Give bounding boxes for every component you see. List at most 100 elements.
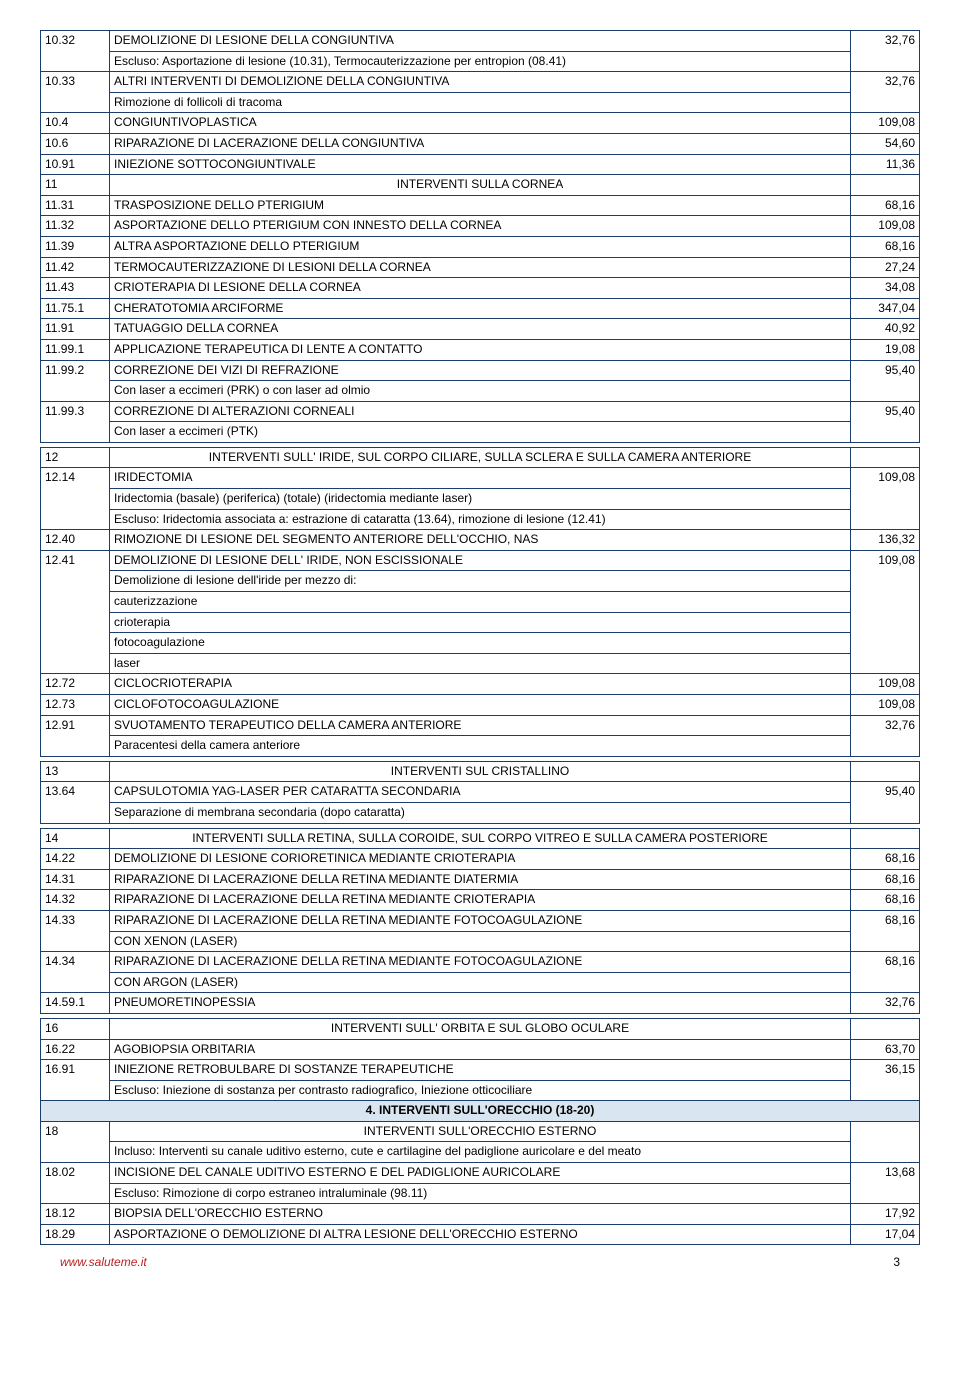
value-cell: 68,16	[851, 849, 920, 870]
footer-url: www.saluteme.it	[60, 1255, 147, 1269]
value-cell	[851, 1121, 920, 1162]
desc-cell: ALTRI INTERVENTI DI DEMOLIZIONE DELLA CO…	[110, 72, 851, 93]
code-cell: 11.32	[41, 216, 110, 237]
code-cell: 10.32	[41, 31, 110, 72]
code-cell: 12.14	[41, 468, 110, 530]
desc-cell: CORREZIONE DEI VIZI DI REFRAZIONE	[110, 360, 851, 381]
desc-cell: DEMOLIZIONE DI LESIONE DELL' IRIDE, NON …	[110, 550, 851, 571]
desc-cell: PNEUMORETINOPESSIA	[110, 993, 851, 1014]
value-cell: 68,16	[851, 910, 920, 951]
value-cell: 109,08	[851, 468, 920, 530]
footer-page: 3	[893, 1255, 920, 1269]
desc-cell: RIPARAZIONE DI LACERAZIONE DELLA RETINA …	[110, 952, 851, 973]
code-cell: 14.59.1	[41, 993, 110, 1014]
value-cell: 40,92	[851, 319, 920, 340]
desc-cell: laser	[110, 653, 851, 674]
code-cell: 11.42	[41, 257, 110, 278]
code-cell: 11.31	[41, 195, 110, 216]
desc-cell: INTERVENTI SULLA RETINA, SULLA COROIDE, …	[110, 828, 851, 849]
value-cell: 17,92	[851, 1204, 920, 1225]
value-cell: 68,16	[851, 952, 920, 993]
desc-cell: INTERVENTI SUL CRISTALLINO	[110, 761, 851, 782]
value-cell: 36,15	[851, 1060, 920, 1101]
value-cell: 95,40	[851, 782, 920, 823]
value-cell: 34,08	[851, 278, 920, 299]
value-cell	[851, 828, 920, 849]
desc-cell: INIEZIONE RETROBULBARE DI SOSTANZE TERAP…	[110, 1060, 851, 1081]
desc-cell: CHERATOTOMIA ARCIFORME	[110, 298, 851, 319]
code-cell: 12.73	[41, 695, 110, 716]
value-cell: 54,60	[851, 133, 920, 154]
value-cell: 347,04	[851, 298, 920, 319]
code-cell: 11.43	[41, 278, 110, 299]
desc-cell: INTERVENTI SULL' IRIDE, SUL CORPO CILIAR…	[110, 447, 851, 468]
desc-cell: TERMOCAUTERIZZAZIONE DI LESIONI DELLA CO…	[110, 257, 851, 278]
value-cell	[851, 1018, 920, 1039]
desc-cell: CORREZIONE DI ALTERAZIONI CORNEALI	[110, 401, 851, 422]
desc-cell: SVUOTAMENTO TERAPEUTICO DELLA CAMERA ANT…	[110, 715, 851, 736]
code-cell: 14.33	[41, 910, 110, 951]
code-cell: 11.99.2	[41, 360, 110, 401]
desc-cell: INIEZIONE SOTTOCONGIUNTIVALE	[110, 154, 851, 175]
desc-cell: Paracentesi della camera anteriore	[110, 736, 851, 757]
desc-cell: CICLOCRIOTERAPIA	[110, 674, 851, 695]
desc-cell: RIPARAZIONE DI LACERAZIONE DELLA RETINA …	[110, 869, 851, 890]
value-cell: 13,68	[851, 1163, 920, 1204]
code-cell: 14.34	[41, 952, 110, 993]
desc-cell: Demolizione di lesione dell'iride per me…	[110, 571, 851, 592]
code-cell: 16	[41, 1018, 110, 1039]
code-cell: 10.91	[41, 154, 110, 175]
value-cell: 136,32	[851, 530, 920, 551]
value-cell: 95,40	[851, 401, 920, 442]
desc-cell: Con laser a eccimeri (PRK) o con laser a…	[110, 381, 851, 402]
desc-cell: AGOBIOPSIA ORBITARIA	[110, 1039, 851, 1060]
value-cell: 68,16	[851, 236, 920, 257]
value-cell: 32,76	[851, 31, 920, 72]
section-header: 4. INTERVENTI SULL'ORECCHIO (18-20)	[41, 1101, 920, 1122]
value-cell	[851, 175, 920, 196]
value-cell: 32,76	[851, 72, 920, 113]
desc-cell: TATUAGGIO DELLA CORNEA	[110, 319, 851, 340]
code-cell: 11.99.3	[41, 401, 110, 442]
desc-cell: Con laser a eccimeri (PTK)	[110, 422, 851, 443]
value-cell: 109,08	[851, 113, 920, 134]
desc-cell: BIOPSIA DELL'ORECCHIO ESTERNO	[110, 1204, 851, 1225]
code-cell: 10.6	[41, 133, 110, 154]
desc-cell: RIPARAZIONE DI LACERAZIONE DELLA CONGIUN…	[110, 133, 851, 154]
value-cell: 68,16	[851, 869, 920, 890]
desc-cell: TRASPOSIZIONE DELLO PTERIGIUM	[110, 195, 851, 216]
code-cell: 11.39	[41, 236, 110, 257]
code-cell: 18.12	[41, 1204, 110, 1225]
desc-cell: INTERVENTI SULLA CORNEA	[110, 175, 851, 196]
value-cell: 19,08	[851, 339, 920, 360]
desc-cell: CRIOTERAPIA DI LESIONE DELLA CORNEA	[110, 278, 851, 299]
desc-cell: APPLICAZIONE TERAPEUTICA DI LENTE A CONT…	[110, 339, 851, 360]
code-cell: 14.22	[41, 849, 110, 870]
value-cell: 27,24	[851, 257, 920, 278]
code-cell: 18.29	[41, 1224, 110, 1245]
value-cell	[851, 761, 920, 782]
desc-cell: INTERVENTI SULL'ORECCHIO ESTERNO	[110, 1121, 851, 1142]
code-cell: 10.33	[41, 72, 110, 113]
code-cell: 12.91	[41, 715, 110, 756]
desc-cell: CON ARGON (LASER)	[110, 972, 851, 993]
code-cell: 11.99.1	[41, 339, 110, 360]
desc-cell: RIPARAZIONE DI LACERAZIONE DELLA RETINA …	[110, 910, 851, 931]
code-cell: 11.75.1	[41, 298, 110, 319]
value-cell	[851, 447, 920, 468]
desc-cell: DEMOLIZIONE DI LESIONE CORIORETINICA MED…	[110, 849, 851, 870]
desc-cell: Separazione di membrana secondaria (dopo…	[110, 802, 851, 823]
desc-cell: crioterapia	[110, 612, 851, 633]
desc-cell: CONGIUNTIVOPLASTICA	[110, 113, 851, 134]
code-cell: 11	[41, 175, 110, 196]
desc-cell: CON XENON (LASER)	[110, 931, 851, 952]
desc-cell: Escluso: Rimozione di corpo estraneo int…	[110, 1183, 851, 1204]
code-cell: 16.22	[41, 1039, 110, 1060]
code-cell: 10.4	[41, 113, 110, 134]
value-cell: 109,08	[851, 674, 920, 695]
code-cell: 12.41	[41, 550, 110, 674]
desc-cell: CICLOFOTOCOAGULAZIONE	[110, 695, 851, 716]
value-cell: 63,70	[851, 1039, 920, 1060]
code-cell: 12.40	[41, 530, 110, 551]
code-cell: 14.31	[41, 869, 110, 890]
